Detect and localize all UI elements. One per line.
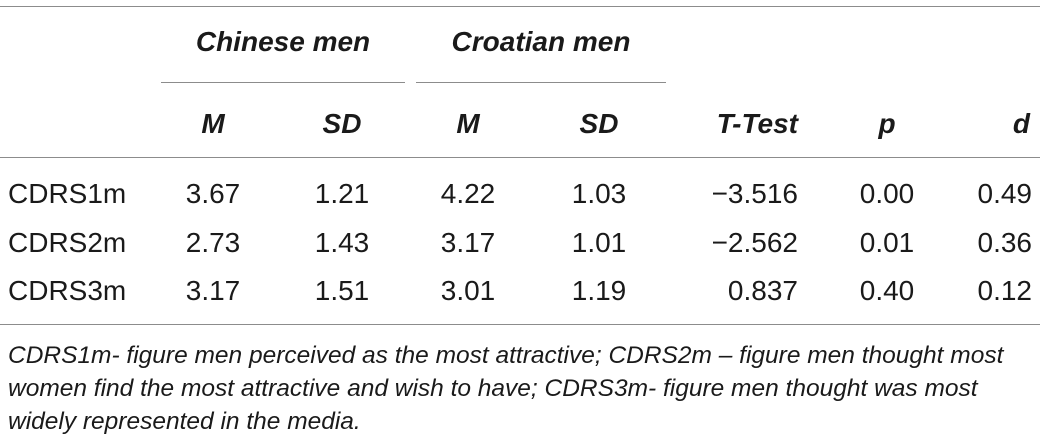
table-cell: 1.43: [314, 227, 370, 258]
bottom-rule: [0, 324, 1040, 325]
table-cell: 1.01: [571, 227, 627, 258]
row-label: CDRS1m: [8, 178, 127, 209]
header-rule: [0, 157, 1040, 158]
table-cell: 2.73: [185, 227, 241, 258]
table-cell: 0.36: [977, 227, 1033, 258]
table-cell: 0.49: [977, 178, 1033, 209]
col-header-croatian-sd: SD: [579, 108, 619, 139]
col-header-p: p: [878, 108, 896, 139]
table-cell: 0.12: [977, 275, 1033, 306]
table-cell: −2.562: [711, 227, 798, 258]
group-rule-croatian-men: [416, 82, 666, 83]
group-header-chinese-men: Chinese men: [195, 26, 371, 57]
table-cell: 3.67: [185, 178, 241, 209]
col-header-d: d: [1012, 108, 1030, 139]
table-cell: 0.40: [859, 275, 915, 306]
table-cell: 0.01: [859, 227, 915, 258]
row-label: CDRS3m: [8, 275, 127, 306]
table-cell: 1.21: [314, 178, 370, 209]
table-cell: 0.00: [859, 178, 915, 209]
col-header-croatian-m: M: [456, 108, 480, 139]
table-footnote: CDRS1m- figure men perceived as the most…: [8, 342, 1004, 435]
table-cell: 0.837: [727, 275, 798, 306]
row-label: CDRS2m: [8, 227, 127, 258]
top-rule: [0, 6, 1040, 7]
table-cell: 1.51: [314, 275, 370, 306]
table-cell: 3.17: [440, 227, 496, 258]
group-rule-chinese-men: [161, 82, 405, 83]
col-header-chinese-m: M: [201, 108, 225, 139]
col-header-t-test: T-Test: [716, 108, 798, 139]
col-header-chinese-sd: SD: [322, 108, 362, 139]
group-header-croatian-men: Croatian men: [451, 26, 631, 57]
table-cell: 4.22: [440, 178, 496, 209]
table-cell: 1.19: [571, 275, 627, 306]
table-cell: 1.03: [571, 178, 627, 209]
table-cell: −3.516: [711, 178, 798, 209]
table-cell: 3.01: [440, 275, 496, 306]
table-cell: 3.17: [185, 275, 241, 306]
